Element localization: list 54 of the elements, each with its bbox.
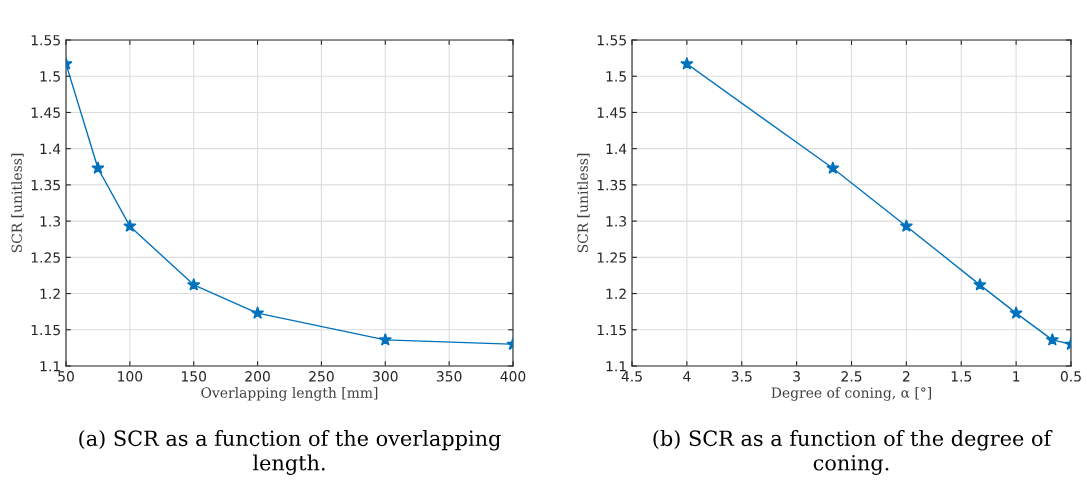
y-tick-label: 1.55 — [597, 35, 626, 46]
point — [378, 332, 392, 346]
point — [91, 161, 105, 174]
x-tick-label: 3.5 — [731, 371, 752, 382]
x-tick-label: 50 — [58, 371, 74, 382]
point — [826, 161, 840, 174]
x-tick-label: 400 — [500, 371, 526, 382]
point — [680, 56, 694, 70]
point — [187, 277, 201, 291]
y-tick-label: 1.35 — [597, 179, 626, 191]
y-axis-title: SCR [unitless] — [577, 153, 590, 253]
x-tick-label: 300 — [373, 371, 398, 382]
y-tick-label: 1.35 — [31, 179, 60, 191]
x-axis-title: Degree of coning, α [°] — [771, 387, 932, 401]
x-tick-label: 4.5 — [621, 371, 642, 382]
y-tick-label: 1.3 — [606, 216, 627, 227]
x-tick-label: 1 — [1013, 371, 1020, 382]
y-tick-label: 1.5 — [606, 71, 626, 82]
y-tick-label: 1.15 — [31, 324, 60, 336]
point — [899, 219, 914, 232]
y-tick-label: 1.4 — [40, 143, 61, 154]
point — [1009, 306, 1023, 319]
point — [973, 277, 987, 291]
y-tick-label: 1.45 — [597, 107, 626, 118]
x-tick-label: 2.5 — [841, 371, 862, 382]
point — [1045, 332, 1059, 346]
y-tick-label: 1.3 — [40, 216, 61, 227]
y-tick-label: 1.15 — [597, 324, 626, 336]
x-tick-label: 3 — [793, 371, 800, 382]
y-tick-label: 1.1 — [606, 361, 626, 372]
x-tick-label: 100 — [118, 371, 143, 382]
point — [123, 219, 137, 232]
x-tick-label: 200 — [245, 371, 270, 382]
y-axis-title: SCR [unitless] — [11, 153, 24, 253]
x-tick-label: 0.5 — [1060, 371, 1081, 382]
text: (b) SCR as a function of the degree of coning. — [653, 430, 1053, 475]
y-tick-label: 1.25 — [597, 252, 626, 263]
x-tick-label: 1.5 — [951, 371, 972, 382]
x-axis-title: Overlapping length [mm] — [201, 387, 378, 401]
x-tick-label: 2 — [902, 371, 910, 382]
y-tick-label: 1.25 — [31, 252, 60, 263]
x-tick-label: 150 — [181, 371, 207, 382]
x-tick-label: 4 — [683, 371, 691, 382]
y-tick-label: 1.1 — [40, 361, 60, 372]
point — [250, 306, 265, 319]
x-tick-label: 350 — [436, 371, 462, 382]
y-tick-label: 1.5 — [40, 71, 60, 82]
y-tick-label: 1.55 — [31, 35, 60, 46]
y-tick-label: 1.45 — [31, 107, 60, 118]
y-tick-label: 1.2 — [40, 288, 60, 299]
y-tick-label: 1.2 — [606, 288, 626, 299]
text: (a) SCR as a function of the overlapping length. — [79, 430, 501, 475]
y-tick-label: 1.4 — [606, 143, 627, 154]
x-tick-label: 250 — [309, 371, 334, 382]
